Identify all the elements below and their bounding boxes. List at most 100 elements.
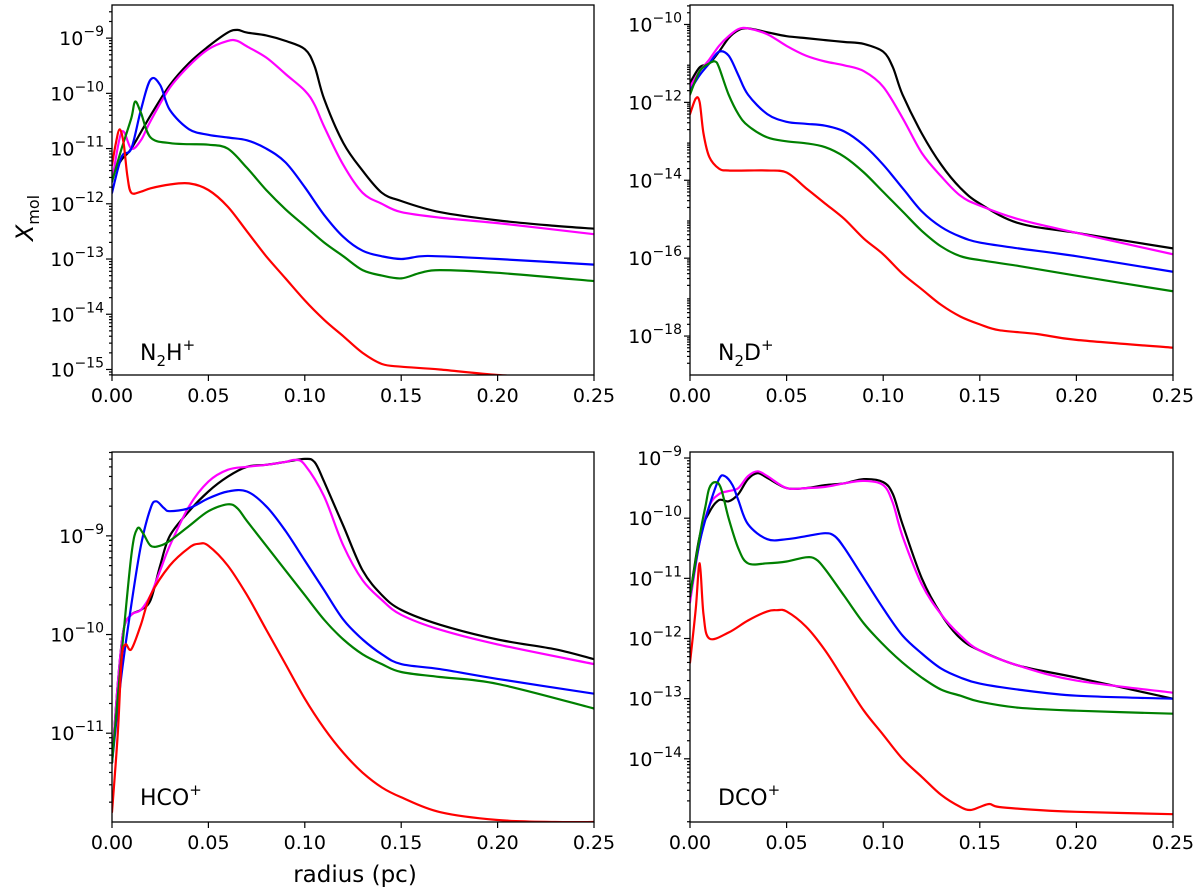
y-tick-exponent: −14: [652, 745, 682, 761]
x-tick-label: 0.05: [187, 385, 229, 407]
y-tick-label: 10−10: [50, 79, 104, 105]
x-axis-title: radius (pc): [293, 862, 417, 888]
label-main-2: H: [166, 341, 183, 366]
y-tick-label: 10−11: [50, 719, 104, 745]
series-line-red: [690, 562, 1173, 816]
y-tick-label: 10−10: [50, 621, 104, 647]
y-tick-base: 10: [50, 139, 74, 161]
y-tick-label: 10−12: [628, 88, 682, 114]
x-tick-label: 0.20: [1055, 832, 1097, 854]
series-line-magenta: [112, 38, 594, 236]
label-subscript: 2: [156, 352, 166, 370]
y-tick-exponent: −13: [652, 685, 682, 701]
y-tick-base: 10: [628, 749, 652, 771]
series-line-green: [112, 100, 594, 283]
series-line-blue: [112, 488, 594, 764]
y-tick-base: 10: [50, 194, 74, 216]
series-group: [690, 26, 1173, 349]
y-tick-exponent: −11: [74, 135, 104, 151]
panel-n2hplus: 0.00 0.05 0.10 0.15 0.20 0.2510−1510−1410−131…: [50, 4, 615, 407]
x-tick-label: 0.25: [1152, 385, 1194, 407]
label-subscript: 2: [734, 352, 744, 370]
y-tick-label: 10−11: [50, 135, 104, 161]
y-tick-base: 10: [628, 629, 652, 651]
panel-label: N2H+: [140, 336, 195, 370]
panel-hcoplus: 0.00 0.05 0.10 0.15 0.20 0.2510−1110−1010−9HC…: [50, 451, 615, 854]
panel-dcoplus: 0.00 0.05 0.10 0.15 0.20 0.2510−1410−1310−121…: [628, 444, 1194, 854]
x-tick-label: 0.00: [669, 385, 711, 407]
series-line-red: [112, 542, 594, 822]
x-tick-label: 0.10: [862, 832, 904, 854]
series-line-blue: [690, 474, 1173, 700]
y-tick-label: 10−14: [628, 745, 682, 771]
series-line-green: [112, 503, 594, 764]
x-tick-label: 0.25: [1152, 832, 1194, 854]
x-tick-label: 0.15: [959, 832, 1001, 854]
y-tick-label: 10−15: [50, 355, 104, 381]
series-line-red: [112, 128, 518, 375]
y-tick-base: 10: [628, 508, 652, 530]
y-tick-label: 10−11: [628, 564, 682, 590]
y-tick-base: 10: [50, 304, 74, 326]
panel-label: HCO+: [140, 781, 202, 811]
x-tick-label: 0.15: [959, 385, 1001, 407]
y-tick-exponent: −16: [652, 244, 682, 260]
x-tick-label: 0.05: [187, 832, 229, 854]
plot-frame: [111, 451, 595, 823]
y-tick-exponent: −11: [652, 564, 682, 580]
series-line-black: [690, 472, 1173, 700]
y-tick-base: 10: [50, 723, 74, 745]
x-tick-label: 0.10: [284, 832, 326, 854]
y-tick-exponent: −15: [74, 355, 104, 371]
series-group: [690, 470, 1173, 816]
y-tick-exponent: −9: [83, 24, 104, 40]
label-main: HCO: [140, 786, 189, 811]
y-tick-exponent: −12: [652, 625, 682, 641]
y-tick-label: 10−18: [628, 322, 682, 348]
label-superscript: +: [189, 781, 202, 799]
y-tick-label: 10−9: [59, 522, 104, 548]
y-tick-exponent: −11: [74, 719, 104, 735]
y-tick-exponent: −10: [74, 621, 104, 637]
y-tick-label: 10−14: [628, 166, 682, 192]
series-line-black: [690, 27, 1173, 250]
y-tick-base: 10: [59, 526, 83, 548]
y-tick-base: 10: [50, 249, 74, 271]
y-tick-base: 10: [628, 170, 652, 192]
series-line-black: [112, 457, 594, 764]
series-line-magenta: [112, 458, 594, 764]
y-tick-base: 10: [628, 689, 652, 711]
series-group: [112, 28, 594, 375]
y-tick-exponent: −10: [652, 10, 682, 26]
y-tick-base: 10: [628, 248, 652, 270]
panel-label: N2D+: [718, 336, 774, 370]
label-superscript: +: [761, 336, 774, 354]
label-main: DCO: [718, 786, 768, 811]
label-superscript: +: [768, 781, 781, 799]
x-tick-label: 0.10: [862, 385, 904, 407]
y-tick-exponent: −18: [652, 322, 682, 338]
x-tick-label: 0.20: [476, 385, 518, 407]
y-tick-base: 10: [628, 14, 652, 36]
y-tick-label: 10−13: [50, 245, 104, 271]
y-tick-label: 10−12: [50, 190, 104, 216]
series-group: [112, 457, 594, 822]
y-axis-title-main: X: [11, 224, 39, 243]
x-tick-label: 0.00: [91, 385, 133, 407]
y-tick-base: 10: [628, 326, 652, 348]
y-tick-exponent: −12: [652, 88, 682, 104]
plot-frame: [689, 451, 1174, 823]
y-axis-title-subscript: mol: [24, 195, 43, 225]
x-tick-label: 0.25: [573, 385, 615, 407]
x-tick-label: 0.15: [380, 832, 422, 854]
x-tick-label: 0.00: [91, 832, 133, 854]
panel-n2dplus: 0.00 0.05 0.10 0.15 0.20 0.2510−1810−1610−141…: [628, 4, 1194, 407]
label-superscript: +: [183, 336, 196, 354]
y-tick-exponent: −10: [74, 79, 104, 95]
panel-label: DCO+: [718, 781, 780, 811]
y-tick-base: 10: [628, 568, 652, 590]
series-line-magenta: [690, 26, 1173, 256]
x-tick-label: 0.20: [476, 832, 518, 854]
y-tick-label: 10−13: [628, 685, 682, 711]
